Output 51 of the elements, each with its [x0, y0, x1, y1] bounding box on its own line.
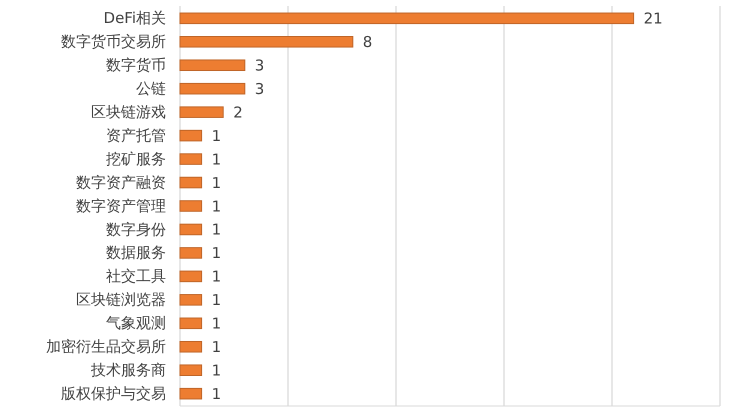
- data-label: 1: [212, 268, 222, 286]
- data-label: 1: [212, 126, 222, 145]
- data-label: 3: [254, 80, 264, 98]
- y-tick-label: DeFi相关: [104, 9, 166, 28]
- data-label: 1: [212, 244, 222, 262]
- data-label: 2: [233, 103, 243, 122]
- y-tick-label: 公链: [136, 80, 166, 98]
- bar: [180, 224, 202, 236]
- bar: [180, 153, 202, 165]
- bar: [180, 82, 246, 94]
- bar: [180, 318, 202, 330]
- data-label: 3: [254, 56, 264, 74]
- data-label: 1: [212, 150, 222, 168]
- bar: [180, 294, 202, 306]
- bar: [180, 388, 202, 400]
- y-tick-label: 数字身份: [106, 220, 166, 238]
- data-label: 8: [362, 33, 372, 52]
- y-tick-label: 技术服务商: [90, 361, 166, 380]
- bar: [180, 36, 354, 48]
- data-label: 21: [644, 10, 663, 28]
- y-tick-label: 区块链游戏: [91, 102, 166, 121]
- y-tick-label: 数字资产管理: [76, 196, 166, 215]
- y-tick-label: 数字资产融资: [76, 173, 166, 192]
- y-tick-label: 社交工具: [106, 267, 166, 286]
- bar: [180, 270, 202, 282]
- y-tick-label: 资产托管: [106, 126, 166, 144]
- bar: [180, 59, 246, 72]
- bar: [180, 106, 224, 118]
- y-tick-label: 气象观测: [106, 314, 166, 332]
- y-tick-label: 数字货币交易所: [61, 32, 166, 51]
- bar: [180, 247, 202, 259]
- y-tick-label: 版权保护与交易: [61, 384, 166, 402]
- bar: [180, 12, 634, 24]
- data-label: 1: [212, 338, 222, 356]
- data-label: 1: [212, 291, 222, 310]
- bar: [180, 200, 202, 212]
- y-tick-label: 数据服务: [106, 244, 166, 262]
- bar: [180, 364, 202, 376]
- data-label: 1: [212, 361, 222, 380]
- bar: [180, 340, 202, 353]
- bar: [180, 130, 202, 142]
- y-tick-label: 挖矿服务: [106, 150, 166, 168]
- y-tick-label: 加密衍生品交易所: [46, 338, 166, 356]
- data-label: 1: [212, 174, 222, 192]
- data-label: 1: [212, 314, 222, 333]
- bar: [180, 176, 202, 188]
- y-tick-label: 数字货币: [106, 56, 166, 74]
- data-label: 1: [212, 384, 222, 403]
- y-tick-label: 区块链浏览器: [76, 290, 166, 309]
- data-label: 1: [212, 220, 222, 239]
- data-label: 1: [212, 197, 222, 216]
